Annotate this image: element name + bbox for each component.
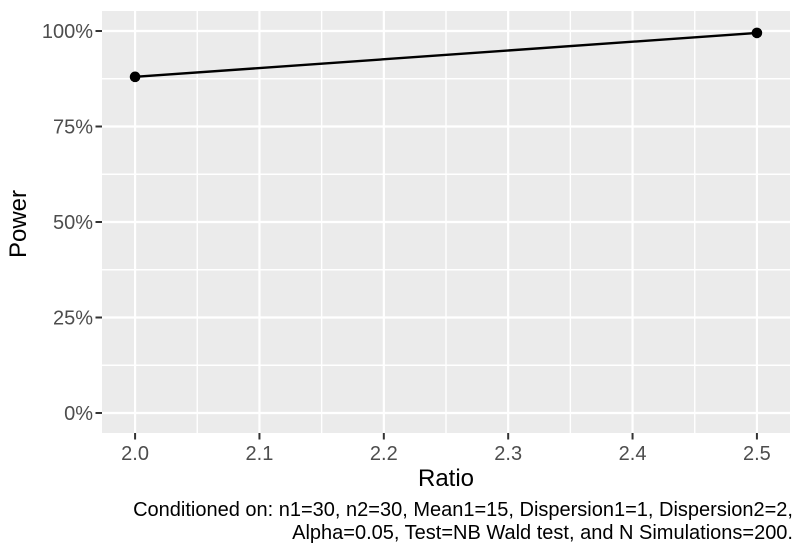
y-tick-label: 0% bbox=[64, 403, 93, 425]
x-tick-label: 2.4 bbox=[619, 443, 647, 465]
data-point bbox=[129, 71, 141, 83]
x-tick-label: 2.2 bbox=[370, 443, 398, 465]
y-axis-title: Power bbox=[5, 189, 32, 259]
x-tick-label: 2.1 bbox=[246, 443, 274, 465]
power-line bbox=[134, 31, 758, 79]
caption-line-1: Conditioned on: n1=30, n2=30, Mean1=15, … bbox=[133, 499, 793, 521]
y-tick-label: 75% bbox=[53, 117, 93, 139]
y-tick-label: 25% bbox=[53, 307, 93, 329]
plot-caption: Conditioned on: n1=30, n2=30, Mean1=15, … bbox=[60, 499, 793, 545]
y-tick-label: 50% bbox=[53, 212, 93, 234]
y-tick-label: 100% bbox=[42, 21, 93, 43]
data-point bbox=[751, 27, 763, 39]
x-tick-label: 2.3 bbox=[494, 443, 522, 465]
x-tick-label: 2.5 bbox=[743, 443, 771, 465]
x-axis-title: Ratio bbox=[417, 465, 475, 492]
caption-line-2: Alpha=0.05, Test=NB Wald test, and N Sim… bbox=[292, 522, 793, 544]
x-tick-label: 2.0 bbox=[121, 443, 149, 465]
